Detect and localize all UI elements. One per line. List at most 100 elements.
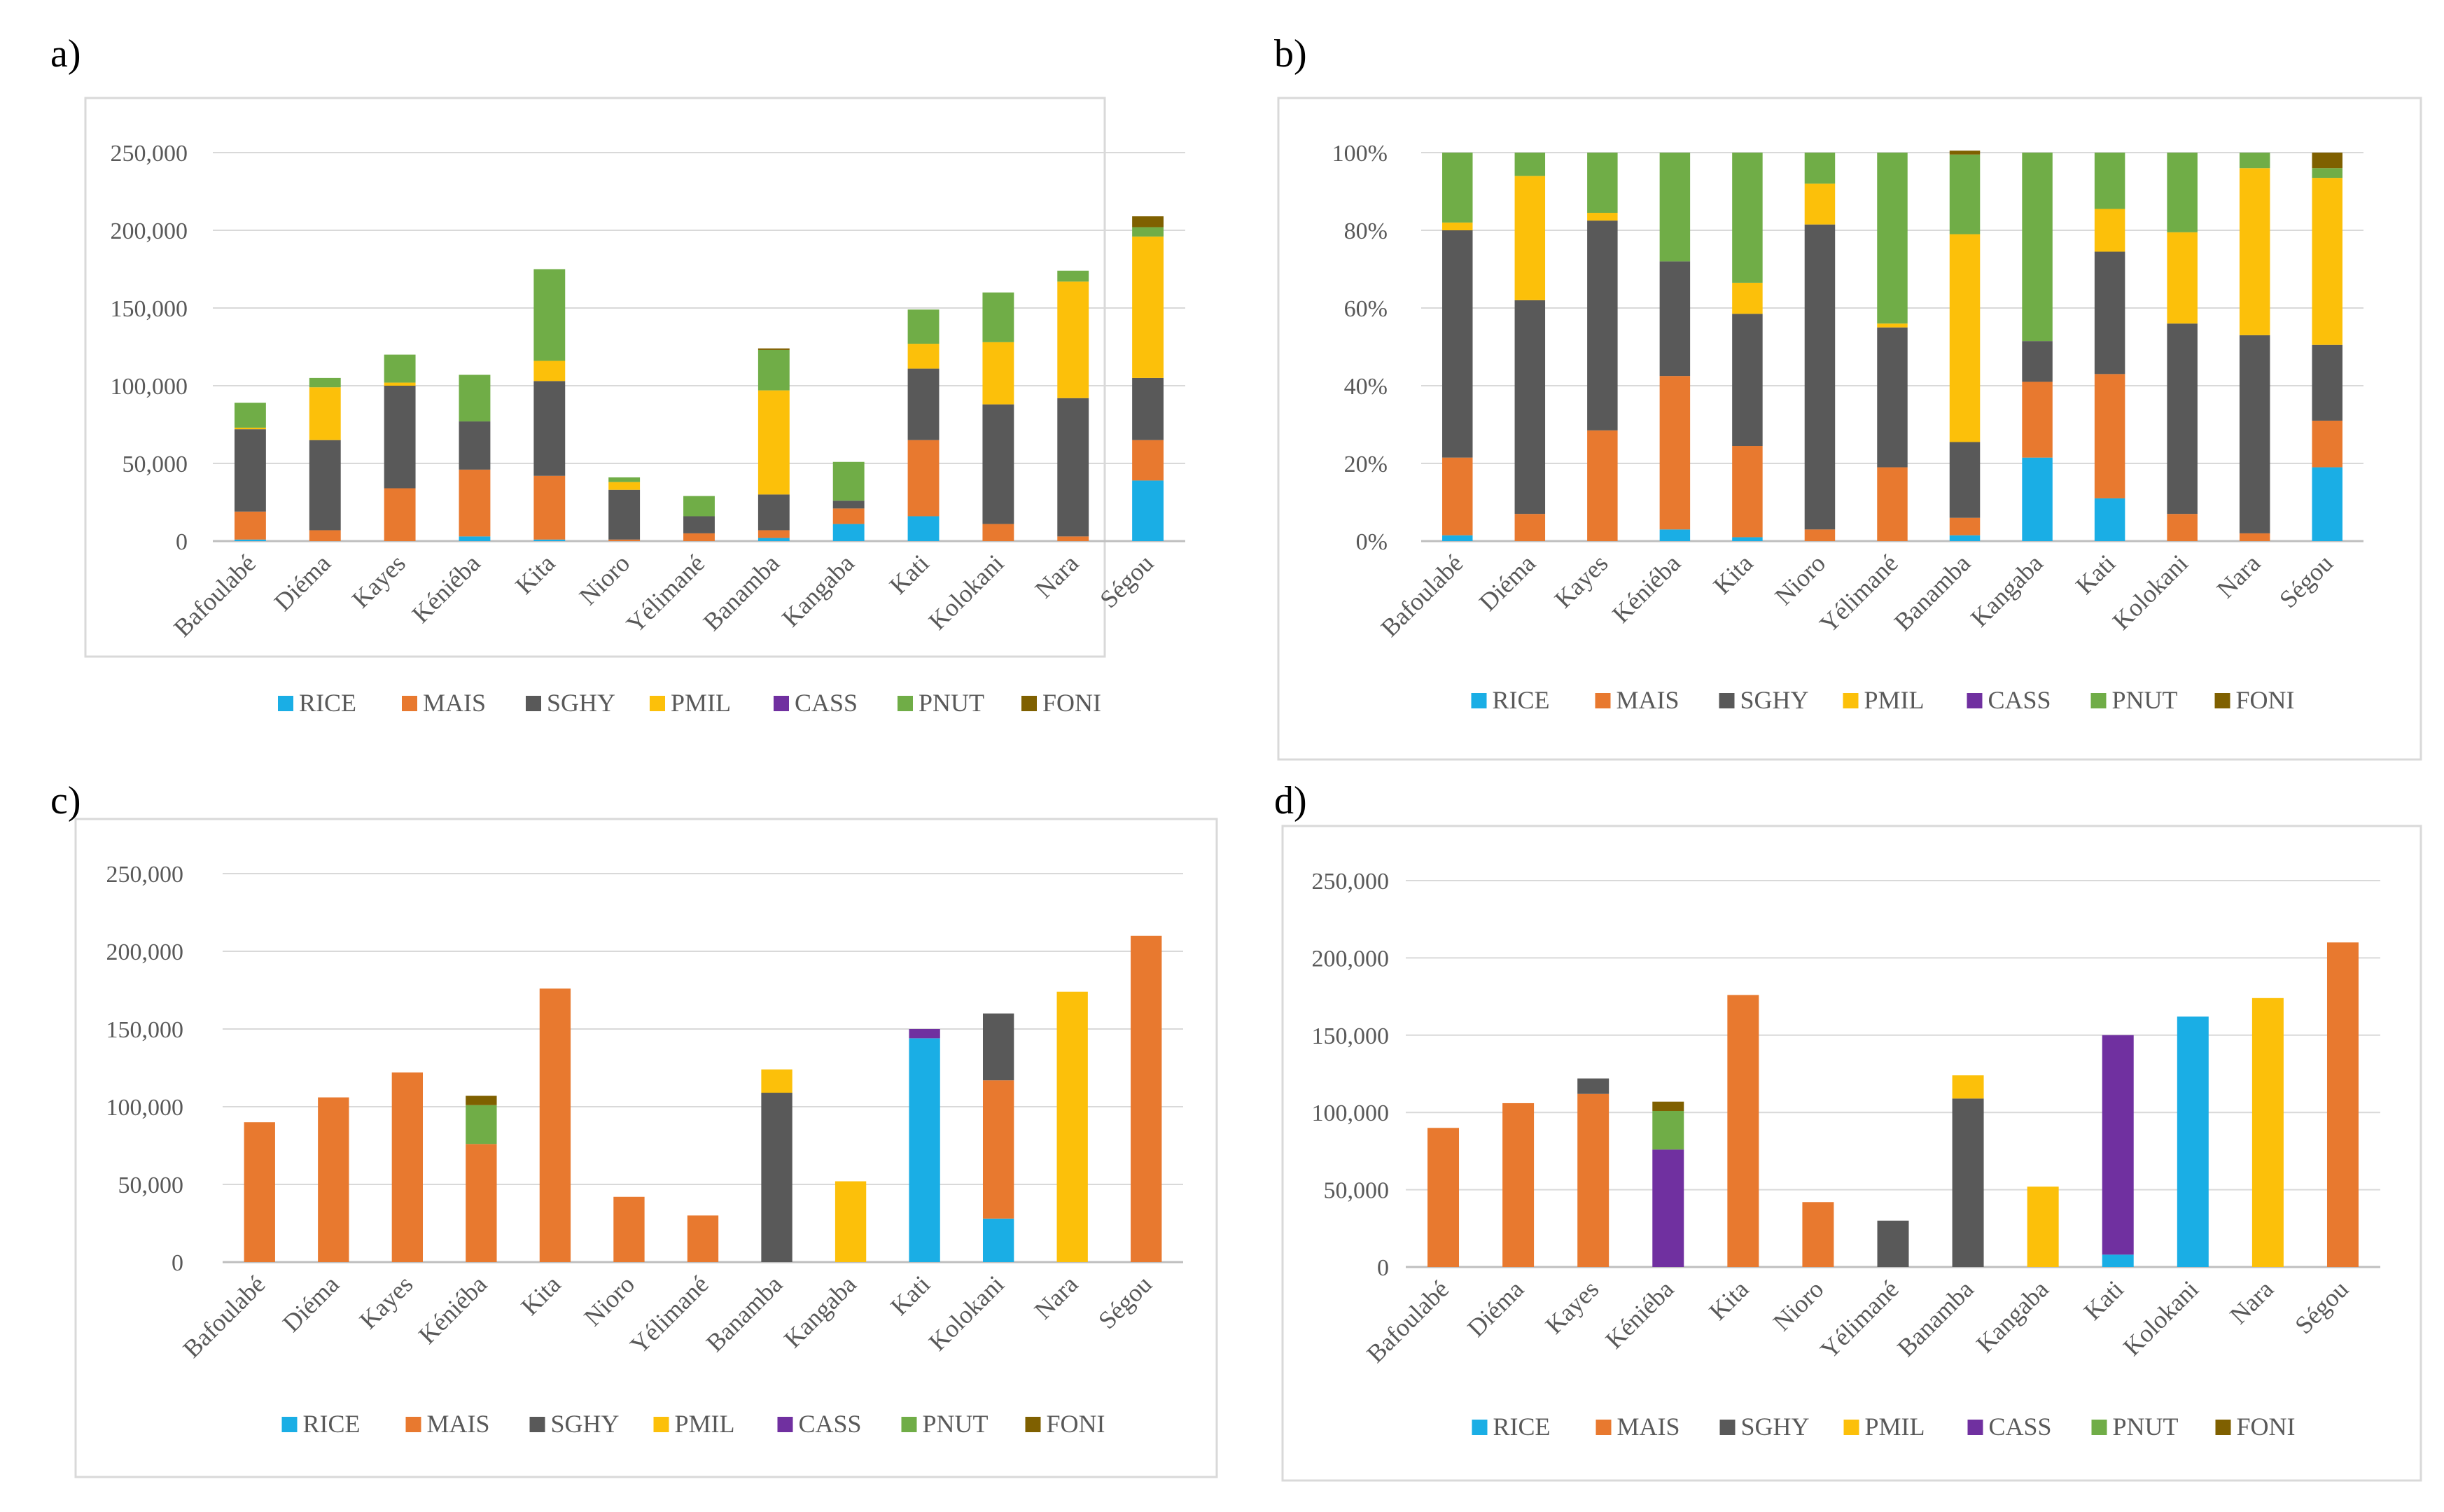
bar-segment-mais-kenieba[interactable] xyxy=(1659,376,1691,530)
legend-item-pnut[interactable]: PNUT xyxy=(2090,686,2178,714)
bar-segment-pmil-banamba[interactable] xyxy=(1949,234,1981,442)
bar-segment-foni-banamba[interactable] xyxy=(1949,150,1981,155)
bar-segment-rice-kolokani[interactable] xyxy=(982,1218,1014,1262)
bar-segment-mais-kati[interactable] xyxy=(2094,374,2125,498)
bar-segment-rice-segou[interactable] xyxy=(1132,480,1164,541)
bar-segment-pnut-kenieba[interactable] xyxy=(1659,153,1691,262)
bar-segment-rice-kita[interactable] xyxy=(533,539,566,541)
bar-segment-mais-yelimane[interactable] xyxy=(1877,467,1908,541)
bar-segment-pnut-nara[interactable] xyxy=(2239,153,2270,169)
bar-segment-pmil-kolokani[interactable] xyxy=(982,342,1014,405)
bar-segment-rice-banamba[interactable] xyxy=(757,538,790,541)
bar-segment-mais-nara[interactable] xyxy=(1057,536,1089,541)
bar-segment-foni-banamba[interactable] xyxy=(757,348,790,350)
bar-segment-foni-kenieba[interactable] xyxy=(1652,1101,1684,1111)
bar-segment-rice-kenieba[interactable] xyxy=(459,536,491,541)
bar-segment-mais-nioro[interactable] xyxy=(1802,1202,1834,1267)
legend-item-pnut[interactable]: PNUT xyxy=(901,1410,989,1438)
legend-item-pnut[interactable]: PNUT xyxy=(898,689,984,717)
bar-segment-pnut-banamba[interactable] xyxy=(1949,154,1981,234)
bar-segment-sghy-segou[interactable] xyxy=(2312,344,2342,421)
bar-segment-mais-segou[interactable] xyxy=(1131,935,1162,1262)
bar-segment-mais-segou[interactable] xyxy=(2326,942,2359,1267)
bar-segment-mais-yelimane[interactable] xyxy=(687,1215,719,1262)
bar-segment-pnut-kati[interactable] xyxy=(2094,153,2125,209)
bar-segment-pmil-diema[interactable] xyxy=(1514,176,1546,300)
bar-segment-mais-kangaba[interactable] xyxy=(2022,382,2053,458)
bar-segment-mais-banamba[interactable] xyxy=(1949,517,1981,536)
legend-item-pmil[interactable]: PMIL xyxy=(650,689,731,717)
bar-segment-sghy-kita[interactable] xyxy=(533,381,566,476)
bar-segment-pnut-yelimane[interactable] xyxy=(683,496,715,517)
legend-item-rice[interactable]: RICE xyxy=(281,1410,361,1438)
bar-segment-sghy-kati[interactable] xyxy=(907,368,940,440)
legend-item-sghy[interactable]: SGHY xyxy=(1719,686,1809,714)
bar-segment-pmil-kolokani[interactable] xyxy=(2167,232,2198,324)
bar-segment-sghy-bafoulabe[interactable] xyxy=(234,429,266,512)
bar-segment-mais-kita[interactable] xyxy=(539,988,571,1262)
bar-segment-pnut-nara[interactable] xyxy=(1057,270,1089,282)
bar-segment-sghy-nara[interactable] xyxy=(1057,398,1089,537)
bar-segment-mais-segou[interactable] xyxy=(2312,420,2342,468)
bar-segment-mais-kangaba[interactable] xyxy=(832,508,865,524)
legend-item-mais[interactable]: MAIS xyxy=(405,1410,490,1438)
legend-item-sghy[interactable]: SGHY xyxy=(1719,1413,1810,1441)
bar-segment-foni-segou[interactable] xyxy=(1132,216,1164,227)
bar-segment-mais-kolokani[interactable] xyxy=(982,524,1014,541)
legend-item-cass[interactable]: CASS xyxy=(774,689,858,717)
bar-segment-pmil-kati[interactable] xyxy=(907,344,940,369)
bar-segment-mais-kayes[interactable] xyxy=(391,1072,424,1262)
bar-segment-mais-kayes[interactable] xyxy=(1577,1093,1609,1267)
bar-segment-sghy-kolokani[interactable] xyxy=(982,1013,1014,1081)
bar-segment-pnut-kayes[interactable] xyxy=(384,354,416,383)
bar-segment-sghy-diema[interactable] xyxy=(309,440,341,531)
bar-segment-sghy-kangaba[interactable] xyxy=(2022,341,2053,382)
bar-segment-sghy-kayes[interactable] xyxy=(1577,1078,1609,1094)
bar-segment-pmil-nara[interactable] xyxy=(1057,281,1089,398)
bar-segment-pmil-yelimane[interactable] xyxy=(1877,323,1908,328)
bar-segment-rice-segou[interactable] xyxy=(2312,467,2342,541)
bar-segment-mais-kayes[interactable] xyxy=(384,488,416,541)
bar-segment-mais-kayes[interactable] xyxy=(1587,430,1618,541)
bar-segment-sghy-nioro[interactable] xyxy=(608,489,641,540)
bar-segment-pmil-segou[interactable] xyxy=(2312,178,2342,345)
bar-segment-mais-banamba[interactable] xyxy=(757,530,790,538)
bar-segment-pnut-kangaba[interactable] xyxy=(2022,153,2053,342)
bar-segment-pmil-kangaba[interactable] xyxy=(2027,1186,2059,1267)
legend-item-foni[interactable]: FONI xyxy=(2214,686,2295,714)
bar-segment-mais-kati[interactable] xyxy=(907,440,940,517)
legend-item-sghy[interactable]: SGHY xyxy=(526,689,615,717)
legend-item-mais[interactable]: MAIS xyxy=(1595,686,1680,714)
bar-segment-sghy-banamba[interactable] xyxy=(757,494,790,531)
bar-segment-sghy-kita[interactable] xyxy=(1732,314,1763,447)
bar-segment-pmil-kati[interactable] xyxy=(2094,209,2125,252)
bar-segment-pmil-bafoulabe[interactable] xyxy=(234,427,266,430)
bar-segment-rice-banamba[interactable] xyxy=(1949,535,1981,541)
bar-segment-pnut-segou[interactable] xyxy=(2312,168,2342,178)
bar-segment-rice-kenieba[interactable] xyxy=(1659,529,1691,541)
bar-segment-rice-bafoulabe[interactable] xyxy=(1442,535,1473,541)
bar-segment-mais-bafoulabe[interactable] xyxy=(234,511,266,540)
bar-segment-pmil-kita[interactable] xyxy=(1732,282,1763,314)
bar-segment-mais-kenieba[interactable] xyxy=(466,1144,497,1262)
legend-item-pmil[interactable]: PMIL xyxy=(1843,686,1925,714)
bar-segment-sghy-yelimane[interactable] xyxy=(1877,1220,1909,1267)
bar-segment-rice-kati[interactable] xyxy=(2094,498,2125,541)
bar-segment-mais-yelimane[interactable] xyxy=(683,533,715,541)
bar-segment-pnut-kayes[interactable] xyxy=(1587,153,1618,214)
bar-segment-rice-bafoulabe[interactable] xyxy=(234,539,266,541)
bar-segment-mais-kita[interactable] xyxy=(533,475,566,540)
legend-item-cass[interactable]: CASS xyxy=(1967,686,2051,714)
bar-segment-rice-kati[interactable] xyxy=(909,1038,940,1262)
bar-segment-pnut-kenieba[interactable] xyxy=(466,1105,497,1144)
bar-segment-rice-kati[interactable] xyxy=(907,516,940,541)
bar-segment-mais-diema[interactable] xyxy=(309,530,341,541)
legend-item-cass[interactable]: CASS xyxy=(1967,1413,2052,1441)
bar-segment-sghy-kayes[interactable] xyxy=(1587,220,1618,430)
bar-segment-foni-segou[interactable] xyxy=(2312,153,2342,169)
bar-segment-mais-bafoulabe[interactable] xyxy=(1442,457,1473,536)
legend-item-pmil[interactable]: PMIL xyxy=(1843,1413,1925,1441)
bar-segment-sghy-kenieba[interactable] xyxy=(459,421,491,470)
bar-segment-sghy-diema[interactable] xyxy=(1514,300,1546,514)
bar-segment-mais-nioro[interactable] xyxy=(608,539,641,541)
